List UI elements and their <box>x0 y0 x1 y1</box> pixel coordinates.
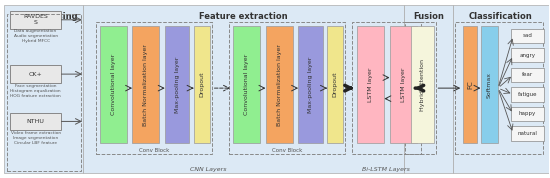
FancyBboxPatch shape <box>165 26 189 143</box>
Text: fear: fear <box>522 72 533 77</box>
Text: angry: angry <box>519 53 535 58</box>
Text: CNN Layers: CNN Layers <box>190 167 227 172</box>
FancyBboxPatch shape <box>4 5 83 173</box>
Text: Max-pooling layer: Max-pooling layer <box>308 56 313 113</box>
Text: Bi-LSTM Layers: Bi-LSTM Layers <box>362 167 410 172</box>
Text: RAVDES
S: RAVDES S <box>23 14 48 25</box>
FancyBboxPatch shape <box>463 26 477 143</box>
FancyBboxPatch shape <box>10 65 62 83</box>
FancyBboxPatch shape <box>100 26 126 143</box>
Text: Conv Block: Conv Block <box>139 148 169 153</box>
Text: Video frame extraction
Image segmentation
Circular LBF feature: Video frame extraction Image segmentatio… <box>10 131 60 145</box>
FancyBboxPatch shape <box>10 113 62 130</box>
FancyBboxPatch shape <box>481 26 498 143</box>
Text: natural: natural <box>518 131 537 136</box>
Text: LSTM layer: LSTM layer <box>368 67 373 102</box>
Text: Data augmentation
Audio segmentation
Hybrid MFCC: Data augmentation Audio segmentation Hyb… <box>14 29 58 43</box>
FancyBboxPatch shape <box>510 107 544 121</box>
FancyBboxPatch shape <box>510 68 544 82</box>
FancyBboxPatch shape <box>411 26 434 143</box>
Text: Face segmentation
Histogram equalization
HOG feature extraction: Face segmentation Histogram equalization… <box>10 84 61 98</box>
FancyBboxPatch shape <box>266 26 293 143</box>
Text: Hybrid Attention: Hybrid Attention <box>420 59 425 111</box>
FancyBboxPatch shape <box>233 26 260 143</box>
Text: NTHU: NTHU <box>26 119 45 124</box>
Text: happy: happy <box>519 111 536 116</box>
FancyBboxPatch shape <box>510 48 544 62</box>
FancyBboxPatch shape <box>10 11 62 28</box>
Text: fatigue: fatigue <box>518 92 537 97</box>
FancyBboxPatch shape <box>510 87 544 102</box>
Text: FC: FC <box>467 80 473 89</box>
FancyBboxPatch shape <box>453 5 548 173</box>
FancyBboxPatch shape <box>389 26 417 143</box>
Text: Feature extraction: Feature extraction <box>200 12 288 21</box>
Text: Batch Normalization layer: Batch Normalization layer <box>144 44 149 125</box>
FancyBboxPatch shape <box>357 26 384 143</box>
Text: Softmax: Softmax <box>487 72 492 98</box>
Text: CK+: CK+ <box>29 72 42 77</box>
Text: Convolutional layer: Convolutional layer <box>244 54 249 115</box>
Text: Max-pooling layer: Max-pooling layer <box>174 56 180 113</box>
Text: LSTM layer: LSTM layer <box>401 67 406 102</box>
FancyBboxPatch shape <box>132 26 160 143</box>
Text: Convolutional layer: Convolutional layer <box>111 54 116 115</box>
Text: Dropout: Dropout <box>333 72 338 97</box>
Text: Preprocessing: Preprocessing <box>10 12 78 21</box>
Text: Fusion: Fusion <box>414 12 444 21</box>
Text: Conv Block: Conv Block <box>272 148 302 153</box>
FancyBboxPatch shape <box>298 26 323 143</box>
FancyBboxPatch shape <box>510 126 544 141</box>
Text: Dropout: Dropout <box>200 72 205 97</box>
FancyBboxPatch shape <box>404 5 453 173</box>
FancyBboxPatch shape <box>83 5 404 173</box>
Text: sad: sad <box>522 33 532 38</box>
Text: Batch Normalization layer: Batch Normalization layer <box>277 44 282 125</box>
Text: Classification: Classification <box>469 12 533 21</box>
FancyBboxPatch shape <box>194 26 210 143</box>
FancyBboxPatch shape <box>510 28 544 43</box>
FancyBboxPatch shape <box>327 26 343 143</box>
